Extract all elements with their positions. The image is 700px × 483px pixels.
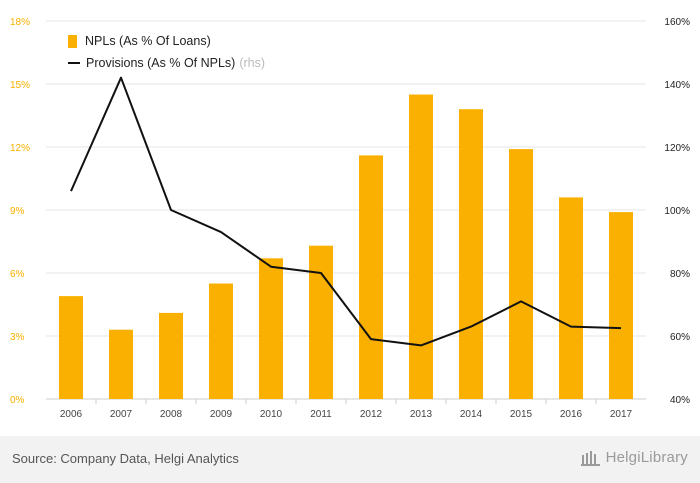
- library-icon: [580, 451, 600, 466]
- x-tick-label: 2011: [310, 409, 332, 420]
- bar-2009: [209, 283, 233, 399]
- left-axis-ticks: 0% 3% 6% 9% 12% 15% 18%: [10, 17, 30, 406]
- legend-label-provisions: Provisions (As % Of NPLs): [86, 56, 236, 70]
- provisions-line-layer: [70, 76, 622, 347]
- x-tick-label: 2016: [560, 409, 583, 420]
- x-tick-label: 2008: [160, 409, 183, 420]
- chart: 0% 3% 6% 9% 12% 15% 18% 40% 60% 80% 100% 120% 140% 1…: [10, 17, 690, 420]
- bars: [59, 94, 633, 399]
- legend-item-npls[interactable]: NPLs (As % Of Loans): [68, 30, 265, 52]
- right-tick-label: 80%: [670, 269, 690, 280]
- x-axis-ticks: 2006 2007 2008 2009 2010 2011 2012 2013 2014 2015…: [60, 399, 633, 420]
- right-axis-ticks: 40% 60% 80% 100% 120% 140% 160%: [664, 17, 690, 406]
- bar-2014: [459, 109, 483, 399]
- provisions-line: [70, 76, 622, 347]
- left-tick-label: 15%: [10, 80, 30, 91]
- footer: Source: Company Data, Helgi Analytics He…: [0, 436, 700, 483]
- left-tick-label: 12%: [10, 143, 30, 154]
- x-tick-label: 2014: [460, 409, 483, 420]
- legend-swatch-line: [68, 62, 80, 64]
- x-tick-label: 2009: [210, 409, 233, 420]
- bar-2017: [609, 212, 633, 399]
- left-tick-label: 18%: [10, 17, 30, 28]
- bar-2013: [409, 94, 433, 399]
- bar-2011: [309, 245, 333, 399]
- x-tick-label: 2017: [610, 409, 633, 420]
- x-tick-label: 2012: [360, 409, 383, 420]
- bar-2016: [559, 197, 583, 399]
- left-tick-label: 6%: [10, 269, 25, 280]
- brand-text: HelgiLibrary: [605, 448, 688, 466]
- legend-item-provisions[interactable]: Provisions (As % Of NPLs) (rhs): [68, 52, 265, 74]
- bar-2007: [109, 329, 133, 399]
- left-tick-label: 9%: [10, 206, 25, 217]
- x-tick-label: 2006: [60, 409, 83, 420]
- source-text: Source: Company Data, Helgi Analytics: [12, 451, 239, 466]
- bar-2010: [259, 258, 283, 399]
- brand-logo[interactable]: HelgiLibrary: [580, 448, 688, 466]
- x-tick-label: 2013: [410, 409, 433, 420]
- left-tick-label: 3%: [10, 332, 25, 343]
- right-tick-label: 40%: [670, 395, 690, 406]
- legend: NPLs (As % Of Loans) Provisions (As % Of…: [68, 30, 265, 74]
- x-tick-label: 2015: [510, 409, 533, 420]
- right-tick-label: 140%: [664, 80, 690, 91]
- bar-2008: [159, 312, 183, 399]
- right-tick-label: 60%: [670, 332, 690, 343]
- right-tick-label: 120%: [664, 143, 690, 154]
- bar-2015: [509, 149, 533, 399]
- legend-label-rhs: (rhs): [239, 56, 266, 70]
- right-tick-label: 100%: [664, 206, 690, 217]
- bar-2006: [59, 296, 83, 399]
- bar-2012: [359, 155, 383, 399]
- legend-label-npls: NPLs (As % Of Loans): [85, 34, 211, 48]
- x-tick-label: 2007: [110, 409, 133, 420]
- left-tick-label: 0%: [10, 395, 25, 406]
- right-tick-label: 160%: [664, 17, 690, 28]
- legend-swatch-bar: [68, 34, 77, 48]
- x-tick-label: 2010: [260, 409, 283, 420]
- gridlines: [46, 20, 646, 400]
